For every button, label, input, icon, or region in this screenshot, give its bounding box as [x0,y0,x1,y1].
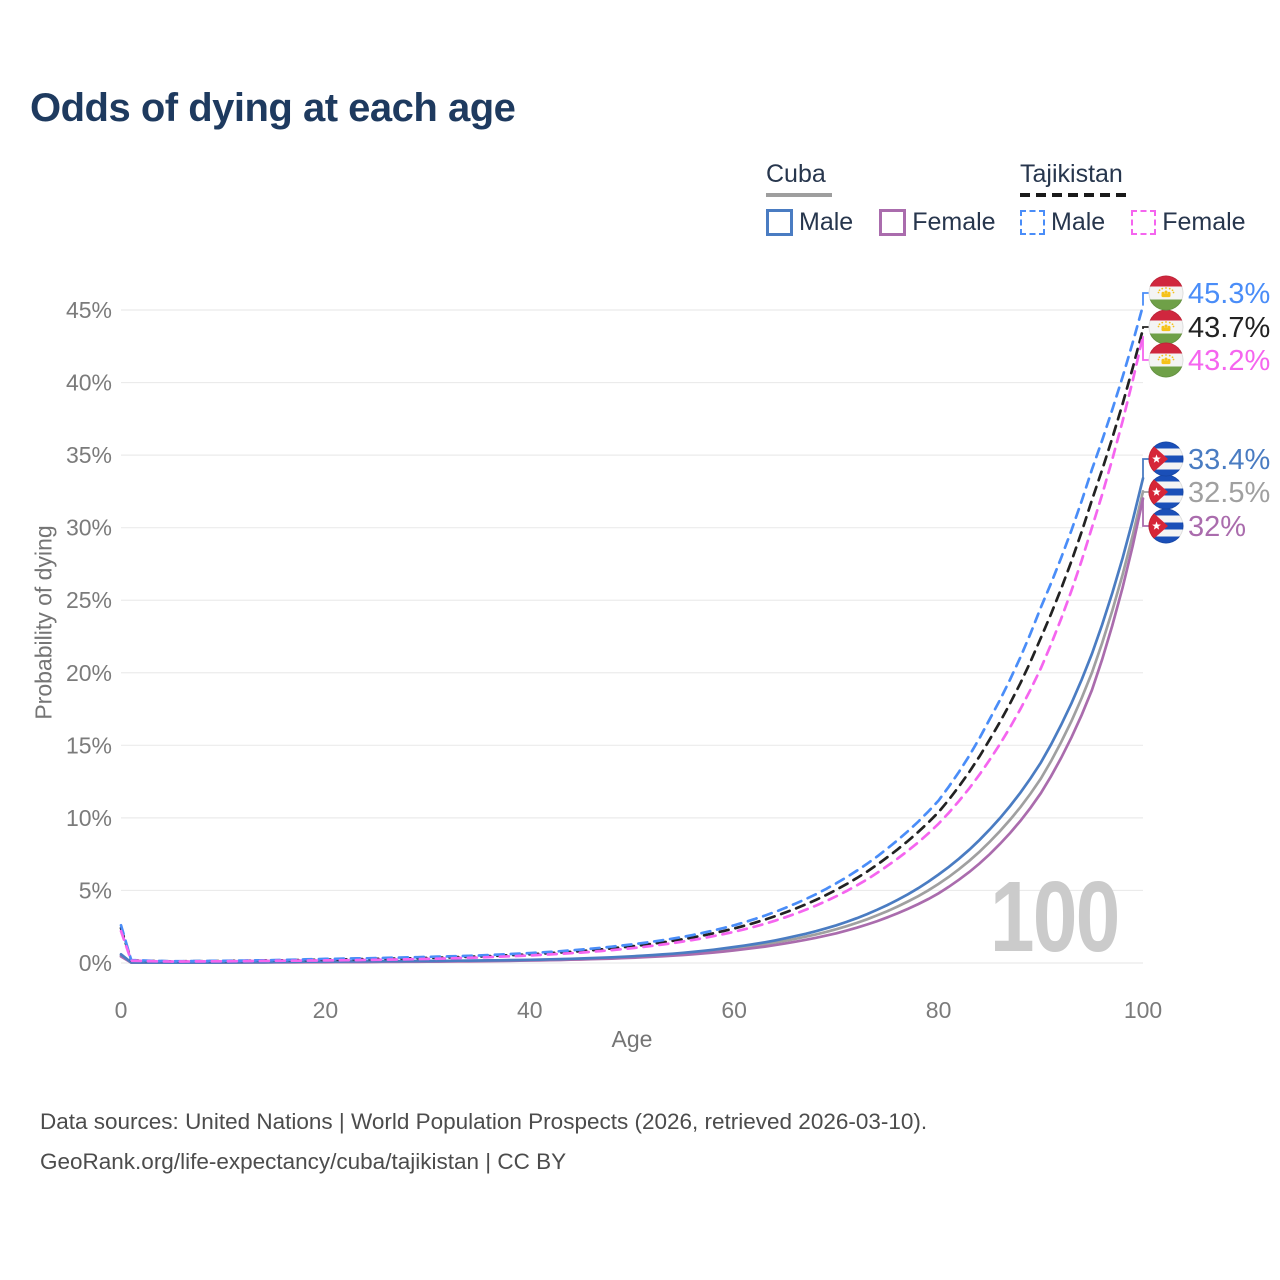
y-axis-title: Probability of dying [30,525,57,720]
end-value-label: 43.7% [1188,312,1270,344]
y-tick-label: 25% [66,587,112,613]
tajikistan-flag-icon [1148,309,1184,345]
cuba-flag-icon [1148,508,1184,544]
legend-country-cuba: Cuba [766,160,826,188]
x-tick-label: 20 [313,997,339,1023]
end-label-connector [1142,458,1149,479]
legend-swatch-tajikistan-female-icon [1131,210,1157,235]
y-tick-label: 10% [66,805,112,831]
y-tick-label: 15% [66,732,112,758]
series-line-tajikistan-female [119,334,1145,963]
footer: Data sources: United Nations | World Pop… [40,1102,927,1182]
y-tick-label: 5% [79,877,112,903]
end-label-connector [1142,491,1149,493]
hover-age-watermark: 100 [990,861,1120,973]
y-tick-label: 45% [66,297,112,323]
end-label-connector [1142,326,1149,329]
x-tick-label: 80 [926,997,952,1023]
end-label-connector [1142,498,1149,527]
x-tick-label: 60 [721,997,747,1023]
legend-item-label: Female [1162,208,1246,236]
legend-item-tajikistan-male[interactable]: Male [1020,208,1105,237]
legend-group-cuba: Cuba Male Female [766,160,1022,237]
cuba-flag-icon [1148,474,1184,510]
x-tick-label: 0 [115,997,128,1023]
legend-item-cuba-female[interactable]: Female [879,208,996,237]
legend-item-label: Male [799,208,854,236]
x-tick-label: 40 [517,997,543,1023]
legend-underline-cuba [766,193,832,197]
legend-swatch-cuba-male-icon [766,209,793,236]
tajikistan-flag-icon [1148,275,1184,311]
legend-swatch-cuba-female-icon [879,209,907,236]
axis-tick-labels: 0% 5% 10% 15% 20% 25% 30% 35% 40% 45% 0 20 40 60 80 100 [66,297,1162,1023]
legend-country-tajikistan: Tajikistan [1020,160,1123,188]
legend-underline-tajikistan [1020,193,1132,197]
end-value-label: 45.3% [1188,278,1270,310]
end-value-label: 43.2% [1188,345,1270,377]
chart-title: Odds of dying at each age [30,86,516,130]
end-label-connector [1142,292,1149,306]
y-tick-label: 35% [66,442,112,468]
y-tick-label: 0% [79,950,112,976]
footer-attribution: GeoRank.org/life-expectancy/cuba/tajikis… [40,1149,567,1174]
end-label-connector [1142,336,1149,361]
x-tick-label: 100 [1124,997,1162,1023]
legend-item-label: Female [912,208,996,236]
series-lines [119,304,1145,965]
legend-item-cuba-male[interactable]: Male [766,208,853,237]
y-tick-label: 20% [66,660,112,686]
end-value-label: 32.5% [1188,477,1270,509]
footer-data-sources: Data sources: United Nations | World Pop… [40,1109,928,1134]
legend-swatch-tajikistan-male-icon [1020,210,1045,235]
y-tick-label: 30% [66,515,112,541]
legend-item-tajikistan-female[interactable]: Female [1131,208,1246,237]
legend-group-tajikistan: Tajikistan Male Female [1020,160,1272,237]
tajikistan-flag-icon [1148,342,1184,378]
end-value-label: 33.4% [1188,444,1270,476]
x-axis-title: Age [611,1026,653,1052]
end-labels: 32.5%32% 33.4% 43.7%45.3% 43.2% [1142,275,1270,544]
legend-item-label: Male [1051,208,1106,236]
y-tick-label: 40% [66,370,112,396]
end-value-label: 32% [1188,511,1246,543]
cuba-flag-icon [1148,441,1184,477]
